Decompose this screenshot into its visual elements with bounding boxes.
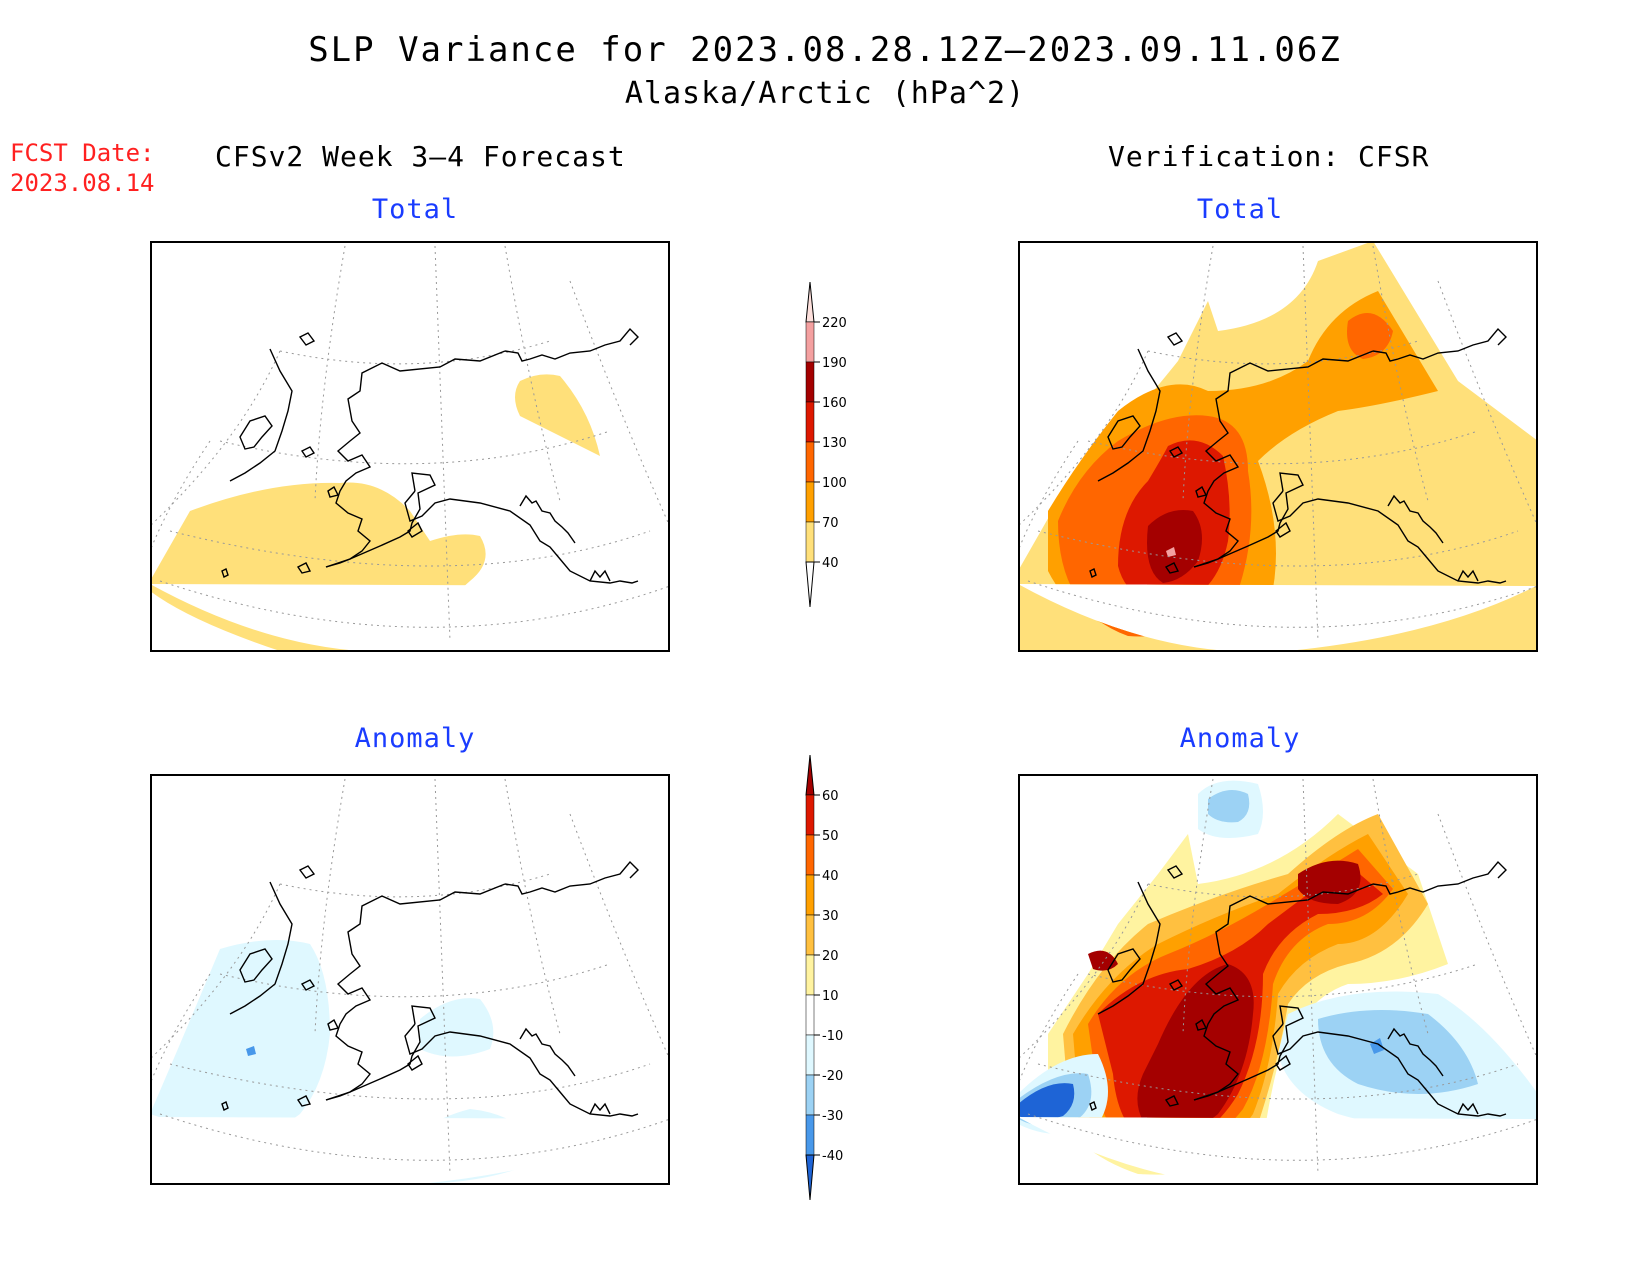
colorbar-anomaly-swatch xyxy=(805,1034,815,1076)
panel-title-verification-total: Total xyxy=(1196,194,1284,225)
colorbar-total-label: 190 xyxy=(822,356,847,371)
colorbar-total-swatch xyxy=(805,521,815,563)
main-title: SLP Variance for 2023.08.28.12Z—2023.09.… xyxy=(308,30,1342,70)
colorbar-anomaly-label: 30 xyxy=(822,909,839,924)
panel-title-verification-anomaly: Anomaly xyxy=(1179,723,1301,754)
colorbar-anomaly-label: -40 xyxy=(822,1149,843,1164)
colorbar-anomaly-swatch xyxy=(805,794,815,836)
forecast-date-value: 2023.08.14 xyxy=(10,169,155,197)
colorbar-total-top-arrow xyxy=(805,282,815,323)
colorbar-anomaly-label: 50 xyxy=(822,829,839,844)
colorbar-total-label: 160 xyxy=(822,396,847,411)
shade-190-220 xyxy=(1166,547,1176,557)
shade-neg20-neg30-east xyxy=(1318,1010,1478,1094)
map-frame xyxy=(1018,241,1538,652)
colorbar-anomaly-swatch xyxy=(805,1074,815,1116)
shade-60plus xyxy=(1137,964,1254,1135)
map-frame xyxy=(150,241,670,652)
shade-neg30-neg40-southwest xyxy=(1018,1083,1075,1120)
colorbar-total-swatch xyxy=(805,481,815,523)
shade-neg20-neg30-dot xyxy=(246,1046,256,1056)
colorbar-anomaly-swatch xyxy=(805,914,815,956)
forecast-header: CFSv2 Week 3—4 Forecast xyxy=(215,140,626,173)
shade-neg10-neg20-east xyxy=(420,998,494,1057)
shade-neg10-neg20-west xyxy=(150,940,330,1137)
panel-title-forecast-anomaly: Anomaly xyxy=(354,723,476,754)
colorbar-anomaly-swatch xyxy=(805,874,815,916)
colorbar-total-swatch xyxy=(805,361,815,403)
colorbar-anomaly-label: 10 xyxy=(822,989,839,1004)
colorbar-anomaly-label: -10 xyxy=(822,1029,843,1044)
colorbar-total-swatch xyxy=(805,401,815,443)
colorbar-total-label: 40 xyxy=(822,556,839,571)
shade-40-70-northeast xyxy=(515,374,600,456)
main-subtitle: Alaska/Arctic (hPa^2) xyxy=(624,76,1026,111)
shade-neg30-neg40-east xyxy=(1370,1038,1384,1054)
forecast-date-label: FCST Date: xyxy=(10,139,155,167)
colorbar-total-label: 100 xyxy=(822,476,847,491)
colorbar-anomaly-label: -30 xyxy=(822,1109,843,1124)
colorbar-anomaly-label: -20 xyxy=(822,1069,843,1084)
forecast-date: FCST Date: 2023.08.14 xyxy=(10,138,155,198)
colorbar-anomaly-swatch xyxy=(805,834,815,876)
colorbar-total-label: 70 xyxy=(822,516,839,531)
colorbar-total-label: 130 xyxy=(822,436,847,451)
colorbar-anomaly-top-arrow xyxy=(805,755,815,796)
map-forecast-total xyxy=(150,241,670,652)
colorbar-anomaly-swatch xyxy=(805,1114,815,1156)
colorbar-anomaly-label: 40 xyxy=(822,869,839,884)
colorbar-total-label: 220 xyxy=(822,316,847,331)
map-frame xyxy=(1018,774,1538,1185)
shade-40-70-southwest xyxy=(150,482,486,651)
colorbar-anomaly-bottom-arrow xyxy=(805,1154,815,1201)
colorbar-anomaly-swatch xyxy=(805,954,815,996)
verification-header: Verification: CFSR xyxy=(1108,140,1430,173)
colorbar-total: 220 190 160 130 100 70 40 xyxy=(805,282,847,608)
colorbar-total-swatch xyxy=(805,441,815,483)
colorbar-anomaly-swatch xyxy=(805,994,815,1036)
colorbar-total-bottom-arrow xyxy=(805,561,815,608)
map-verification-total xyxy=(1018,241,1538,652)
shade-100-130-northeast xyxy=(1347,313,1393,359)
shade-neg20-neg30-north xyxy=(1208,790,1250,823)
shade-160-190 xyxy=(1147,510,1202,583)
shade-neg10-neg20-south xyxy=(385,1109,550,1184)
map-verification-anomaly xyxy=(1018,774,1538,1185)
map-frame xyxy=(150,774,670,1185)
colorbar-anomaly: 60 50 40 30 20 10 -10 -20 -30 -40 xyxy=(805,755,843,1201)
colorbar-anomaly-label: 20 xyxy=(822,949,839,964)
colorbar-anomaly-label: 60 xyxy=(822,789,839,804)
panel-title-forecast-total: Total xyxy=(371,194,459,225)
colorbar-total-swatch xyxy=(805,321,815,363)
map-forecast-anomaly xyxy=(150,774,670,1185)
